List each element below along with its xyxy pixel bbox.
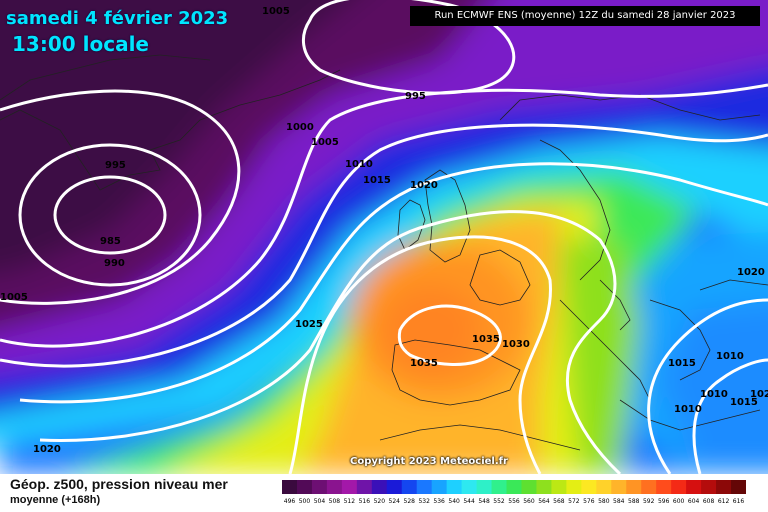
color-swatch — [506, 480, 522, 494]
scale-tick-label: 528 — [404, 498, 416, 505]
isobar-label: 1010 — [700, 389, 728, 400]
isobar-label: 1010 — [674, 404, 702, 415]
color-swatch — [626, 480, 642, 494]
isobar-label: 995 — [105, 160, 126, 171]
color-swatch — [341, 480, 358, 494]
scale-tick-label: 584 — [613, 498, 625, 505]
color-swatch — [476, 480, 493, 494]
color-scale: 496 500 504 508 512 516 520 524 528 532 536 540 544 5… — [282, 480, 746, 505]
isobar-label: 1005 — [311, 137, 339, 148]
color-swatch — [566, 480, 582, 494]
scale-tick-label: 552 — [493, 498, 505, 505]
isobar-label: 1010 — [716, 351, 744, 362]
color-swatch — [596, 480, 612, 494]
color-swatch — [716, 480, 732, 494]
scale-tick-label: 524 — [389, 498, 401, 505]
isobar-label: 1020 — [410, 180, 438, 191]
scale-tick-label: 560 — [523, 498, 535, 505]
scale-tick-label: 548 — [478, 498, 490, 505]
scale-tick-label: 612 — [718, 498, 730, 505]
scale-tick-label: 588 — [628, 498, 640, 505]
isobar-label: 1020 — [737, 267, 765, 278]
isobar-label: 1020 — [33, 444, 61, 455]
scale-tick-label: 580 — [598, 498, 610, 505]
scale-tick-label: 576 — [583, 498, 595, 505]
color-swatch — [536, 480, 552, 494]
isobar-label: 1000 — [286, 122, 314, 133]
color-swatch — [371, 480, 388, 494]
scale-tick-label: 572 — [568, 498, 580, 505]
scale-tick-label: 532 — [418, 498, 430, 505]
map-title: Géop. z500, pression niveau mer — [10, 476, 228, 492]
scale-tick-label: 608 — [703, 498, 715, 505]
scale-tick-label: 504 — [314, 498, 326, 505]
color-swatch — [581, 480, 597, 494]
scale-tick-label: 508 — [329, 498, 341, 505]
color-swatch — [386, 480, 403, 494]
isobar-label: 1020 — [750, 389, 768, 400]
isobar-label: 1035 — [410, 358, 438, 369]
forecast-time: 13:00 locale — [12, 32, 149, 56]
isobar-label: 995 — [405, 91, 426, 102]
isobar-label: 1015 — [730, 397, 758, 408]
color-swatch — [296, 480, 313, 494]
color-swatch — [611, 480, 627, 494]
isobar-label: 990 — [104, 258, 125, 269]
scale-tick-label: 496 — [284, 498, 296, 505]
isobar-label: 1035 — [472, 334, 500, 345]
color-swatch — [311, 480, 328, 494]
weather-map: 1005 995 1000 1005 1010 1015 1020 995 98… — [0, 0, 768, 474]
scale-tick-label: 544 — [463, 498, 475, 505]
isobar-label: 1010 — [345, 159, 373, 170]
scale-tick-label: 556 — [508, 498, 520, 505]
isobars — [0, 0, 768, 474]
isobar-label: 1025 — [295, 319, 323, 330]
isobar-label: 1015 — [668, 358, 696, 369]
color-swatch — [551, 480, 567, 494]
scale-tick-label: 512 — [344, 498, 356, 505]
isobar-labels: 1005 995 1000 1005 1010 1015 1020 995 98… — [0, 6, 768, 455]
color-swatch — [671, 480, 687, 494]
isobar-label: 1015 — [363, 175, 391, 186]
color-swatch — [431, 480, 448, 494]
color-swatch — [401, 480, 418, 494]
scale-tick-label: 604 — [688, 498, 700, 505]
isobar-label: 1005 — [262, 6, 290, 17]
isobar-label: 985 — [100, 236, 121, 247]
color-swatch — [686, 480, 702, 494]
scale-tick-label: 500 — [299, 498, 311, 505]
scale-tick-label: 564 — [538, 498, 550, 505]
color-swatch — [491, 480, 508, 494]
run-info: Run ECMWF ENS (moyenne) 12Z du samedi 28… — [410, 6, 760, 26]
scale-tick-label: 592 — [643, 498, 655, 505]
scale-tick-label: 616 — [733, 498, 745, 505]
forecast-date: samedi 4 février 2023 — [6, 8, 229, 29]
scale-tick-label: 516 — [359, 498, 371, 505]
color-swatch — [356, 480, 373, 494]
scale-tick-label: 536 — [433, 498, 445, 505]
scale-tick-label: 568 — [553, 498, 565, 505]
scale-tick-label: 596 — [658, 498, 670, 505]
color-swatch — [656, 480, 672, 494]
isobar-label: 1030 — [502, 339, 530, 350]
color-swatch — [641, 480, 657, 494]
copyright: Copyright 2023 Meteociel.fr — [350, 456, 508, 467]
color-swatch — [282, 480, 298, 494]
scale-tick-label: 540 — [448, 498, 460, 505]
color-swatch — [731, 480, 746, 494]
isobar-label: 1005 — [0, 292, 28, 303]
color-swatch — [416, 480, 433, 494]
color-swatch — [521, 480, 537, 494]
color-swatch — [446, 480, 463, 494]
scale-tick-label: 520 — [374, 498, 386, 505]
color-swatch — [461, 480, 478, 494]
color-swatch — [326, 480, 343, 494]
map-subtitle: moyenne (+168h) — [10, 494, 101, 506]
scale-tick-label: 600 — [673, 498, 685, 505]
color-swatch — [701, 480, 717, 494]
